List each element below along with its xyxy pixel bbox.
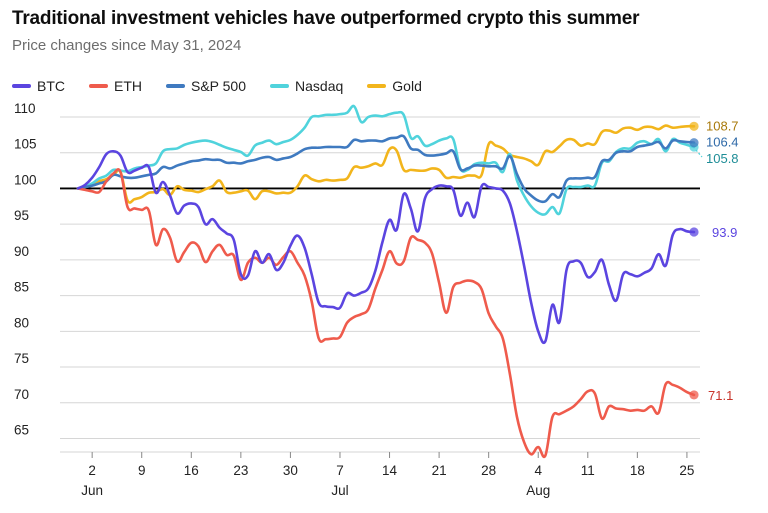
end-label-sp500: 106.4 [706,135,739,150]
x-tick-month-label: Jul [331,483,348,498]
legend-swatch-nasdaq [270,84,290,88]
legend-item-gold: Gold [367,78,422,94]
y-tick-label: 80 [14,315,29,330]
x-tick-label: 11 [581,463,595,478]
legend-swatch-eth [89,84,108,88]
x-tick-label: 23 [233,463,248,478]
end-label-eth: 71.1 [708,388,733,403]
x-tick-label: 21 [432,463,447,478]
legend-label-nasdaq: Nasdaq [295,78,344,94]
end-label-nasdaq: 105.8 [706,151,739,166]
legend-label-sp500: S&P 500 [191,78,247,94]
legend-item-sp500: S&P 500 [166,78,246,94]
series-line-sp500 [76,134,696,204]
end-marker-gold [689,121,699,131]
end-label-gold: 108.7 [706,118,739,133]
x-tick-label: 25 [679,463,694,478]
y-tick-label: 75 [14,351,29,366]
y-tick-label: 85 [14,280,29,295]
chart-title: Traditional investment vehicles have out… [12,8,640,29]
chart-subtitle: Price changes since May 31, 2024 [12,37,242,54]
y-tick-label: 95 [14,208,29,223]
x-tick-label: 4 [534,463,542,478]
y-tick-label: 100 [14,172,37,187]
y-tick-label: 105 [14,137,37,152]
x-tick-label: 7 [336,463,344,478]
x-tick-label: 28 [481,463,496,478]
end-marker-eth [689,390,699,400]
end-label-btc: 93.9 [712,225,737,240]
x-tick-label: 30 [283,463,298,478]
legend-item-nasdaq: Nasdaq [270,78,343,94]
series-line-btc [76,149,696,345]
y-tick-label: 110 [14,101,36,116]
x-tick-label: 9 [138,463,146,478]
series-line-gold [76,124,696,204]
legend-swatch-sp500 [166,84,185,88]
x-tick-label: 16 [184,463,199,478]
series-line-nasdaq [76,104,696,216]
legend-swatch-btc [12,84,31,88]
y-axis: 65 70 75 80 85 90 95 100 105 110 [14,101,37,438]
y-tick-label: 65 [14,423,29,438]
y-tick-label: 70 [14,387,29,402]
x-axis: 2 Jun 9 16 23 30 7 Jul 14 21 28 4 Aug 11 18 25 [81,452,694,498]
legend-label-btc: BTC [37,78,65,94]
end-label-leader-nasdaq [695,149,703,158]
gridlines [60,116,700,453]
legend-label-gold: Gold [392,78,422,94]
legend-item-eth: ETH [89,78,142,94]
chart-legend: BTC ETH S&P 500 Nasdaq Gold [12,77,446,95]
legend-swatch-gold [367,84,387,88]
x-tick-month-label: Jun [81,483,103,498]
x-tick-month-label: Aug [526,483,550,498]
x-tick-label: 18 [630,463,645,478]
legend-item-btc: BTC [12,78,65,94]
end-marker-sp500 [689,138,699,148]
x-tick-label: 14 [382,463,398,478]
series-line-eth [76,168,696,459]
x-tick-label: 2 [88,463,96,478]
legend-label-eth: ETH [114,78,142,94]
y-tick-label: 90 [14,244,29,259]
series-lines [76,104,696,459]
end-marker-btc [689,227,699,237]
